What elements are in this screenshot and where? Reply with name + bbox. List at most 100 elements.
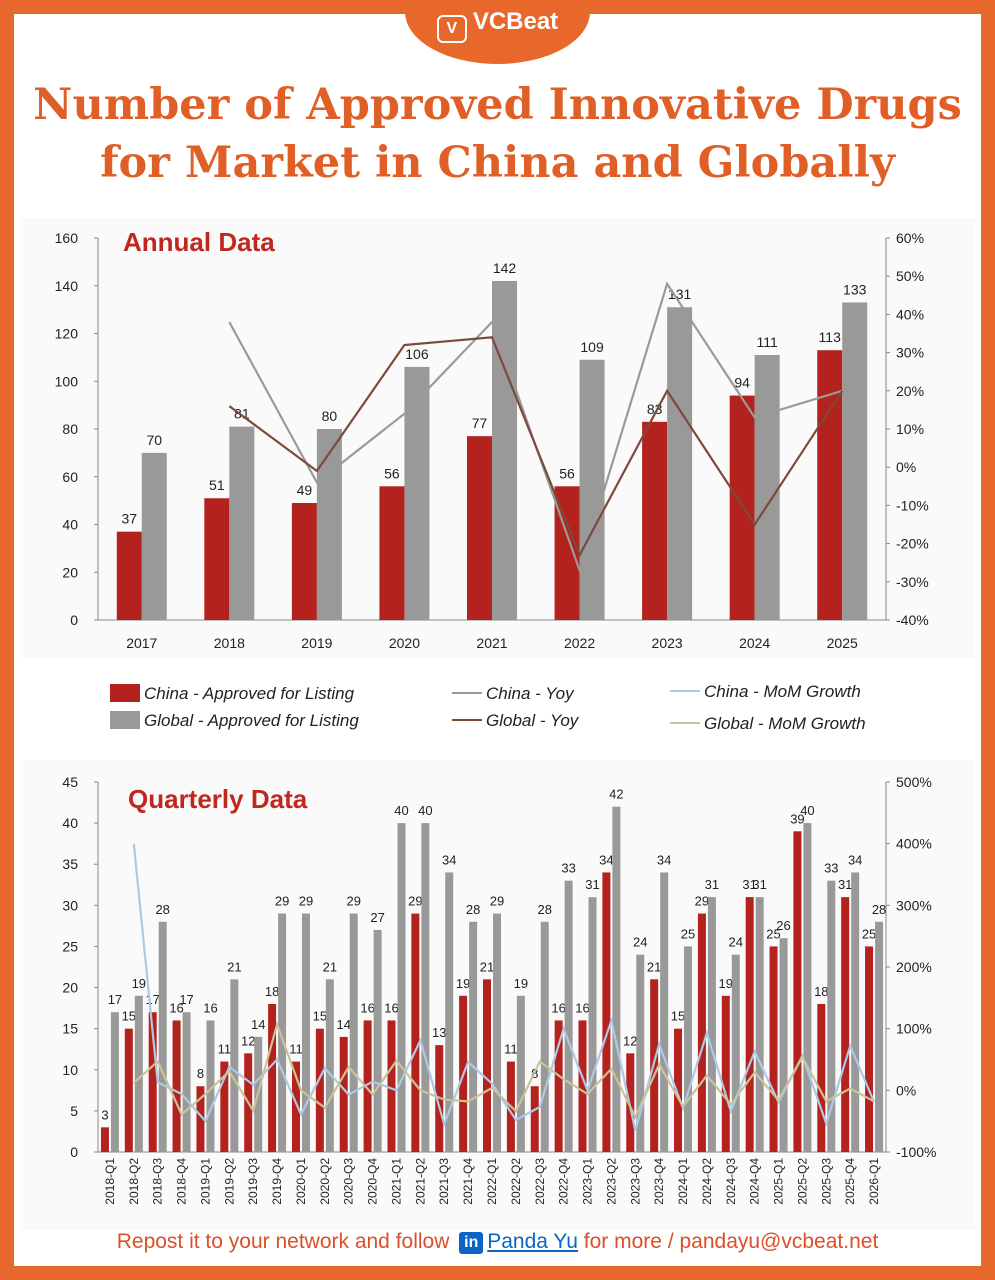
bar-global	[540, 921, 549, 1152]
bar-china	[745, 897, 754, 1152]
data-label-china: 31	[838, 877, 852, 892]
x-tick-label: 2025-Q2	[795, 1158, 809, 1205]
annual-chart: 0 20 40 60 80 100 120 140 160 -40% -30% -20% -10% 0% 1…	[55, 227, 929, 651]
y-tick-label: 30	[62, 897, 78, 913]
x-tick-label: 2018-Q3	[151, 1158, 165, 1205]
x-tick-label: 2017	[126, 635, 157, 651]
x-tick-label: 2024	[739, 635, 770, 651]
x-tick-label: 2021-Q1	[389, 1158, 403, 1205]
bar-china	[769, 946, 778, 1152]
data-label-global: 29	[490, 894, 504, 909]
bar-global	[492, 280, 517, 620]
bar-global	[684, 946, 693, 1152]
data-label-china: 25	[862, 926, 876, 941]
data-label-global: 34	[657, 852, 671, 867]
quarterly-chart-panel: 0 5 10 15 20 25 30 35 40 45 -100% 0% 100% 200% 300% 400…	[20, 760, 975, 1230]
data-label-global: 34	[442, 852, 456, 867]
bar-global	[158, 921, 167, 1152]
y-tick-label: 25	[62, 938, 78, 954]
bar-global	[754, 354, 780, 620]
x-tick-label: 2020-Q1	[294, 1158, 308, 1205]
bar-china	[339, 1036, 348, 1152]
bar-china	[220, 1061, 229, 1152]
bar-china	[379, 486, 405, 620]
data-label-global: 106	[405, 346, 429, 362]
data-label-global: 29	[275, 894, 289, 909]
x-tick-label: 2025-Q4	[843, 1158, 857, 1205]
y-tick-label: 35	[62, 856, 78, 872]
data-label-china: 16	[575, 1000, 589, 1015]
y2-tick-label: 20%	[896, 383, 924, 399]
footer-text-before: Repost it to your network and follow	[116, 1230, 450, 1253]
y2-tick-label: -20%	[896, 536, 929, 552]
y2-tick-label: 200%	[896, 959, 932, 975]
bar-china	[697, 913, 706, 1152]
x-tick-label: 2021	[476, 635, 507, 651]
bar-china	[268, 1004, 277, 1152]
legend-label: China - Yoy	[486, 684, 574, 703]
data-label-china: 15	[313, 1009, 327, 1024]
x-tick-label: 2025-Q1	[772, 1158, 786, 1205]
x-tick-label: 2024-Q3	[724, 1158, 738, 1205]
y2-tick-label: 30%	[896, 345, 924, 361]
bar-china	[172, 1020, 181, 1152]
data-label-global: 21	[227, 959, 241, 974]
x-tick-label: 2020-Q3	[342, 1158, 356, 1205]
y2-tick-label: 100%	[896, 1021, 932, 1037]
data-label-china: 18	[814, 984, 828, 999]
data-label-global: 42	[609, 787, 623, 802]
bar-global	[516, 995, 525, 1152]
x-tick-label: 2018-Q2	[127, 1158, 141, 1205]
bar-global	[827, 880, 836, 1152]
y-tick-label: 40	[62, 815, 78, 831]
chart-title: Quarterly Data	[128, 784, 308, 814]
legend-swatch-china-bar	[110, 684, 140, 702]
y-tick-label: 15	[62, 1021, 78, 1037]
y-tick-label: 40	[62, 517, 78, 533]
x-tick-label: 2019-Q3	[246, 1158, 260, 1205]
x-tick-label: 2023-Q3	[628, 1158, 642, 1205]
bar-global	[325, 979, 334, 1152]
data-label-china: 49	[297, 482, 313, 498]
bar-global	[667, 307, 693, 620]
legend-label: China - Approved for Listing	[144, 684, 355, 703]
bar-china	[124, 1028, 133, 1152]
y2-tick-label: 10%	[896, 421, 924, 437]
data-label-china: 16	[169, 1000, 183, 1015]
bar-china	[793, 831, 802, 1152]
bar-global	[755, 897, 764, 1152]
data-label-global: 40	[418, 803, 432, 818]
bar-global	[373, 930, 382, 1152]
data-label-china: 51	[209, 477, 225, 493]
x-tick-label: 2022-Q1	[485, 1158, 499, 1205]
x-tick-label: 2025-Q3	[819, 1158, 833, 1205]
y-tick-label: 45	[62, 774, 78, 790]
legend-swatch-global-mom	[670, 722, 700, 724]
author-link[interactable]: Panda Yu	[487, 1230, 578, 1253]
data-label-china: 25	[766, 926, 780, 941]
data-label-china: 18	[265, 984, 279, 999]
y-tick-label: 100	[55, 373, 79, 389]
line-global-mom	[133, 1020, 875, 1120]
bar-china	[642, 421, 668, 620]
x-tick-label: 2021-Q3	[437, 1158, 451, 1205]
bar-china	[721, 995, 730, 1152]
linkedin-icon[interactable]: in	[459, 1232, 484, 1254]
bar-global	[110, 1012, 119, 1152]
data-label-global: 28	[155, 902, 169, 917]
bar-china	[411, 913, 420, 1152]
data-label-global: 17	[179, 992, 193, 1007]
legend-global-mom: Global - MoM Growth	[670, 714, 866, 734]
data-label-global: 40	[394, 803, 408, 818]
bar-global	[469, 921, 478, 1152]
data-label-global: 142	[493, 260, 517, 276]
x-tick-label: 2024-Q2	[700, 1158, 714, 1205]
bar-china	[204, 498, 230, 620]
y-tick-label: 140	[55, 278, 79, 294]
data-label-global: 109	[580, 339, 604, 355]
data-label-china: 31	[742, 877, 756, 892]
data-label-china: 19	[719, 976, 733, 991]
bar-global	[636, 954, 645, 1152]
bar-china	[817, 1004, 826, 1152]
x-tick-label: 2023-Q2	[604, 1158, 618, 1205]
